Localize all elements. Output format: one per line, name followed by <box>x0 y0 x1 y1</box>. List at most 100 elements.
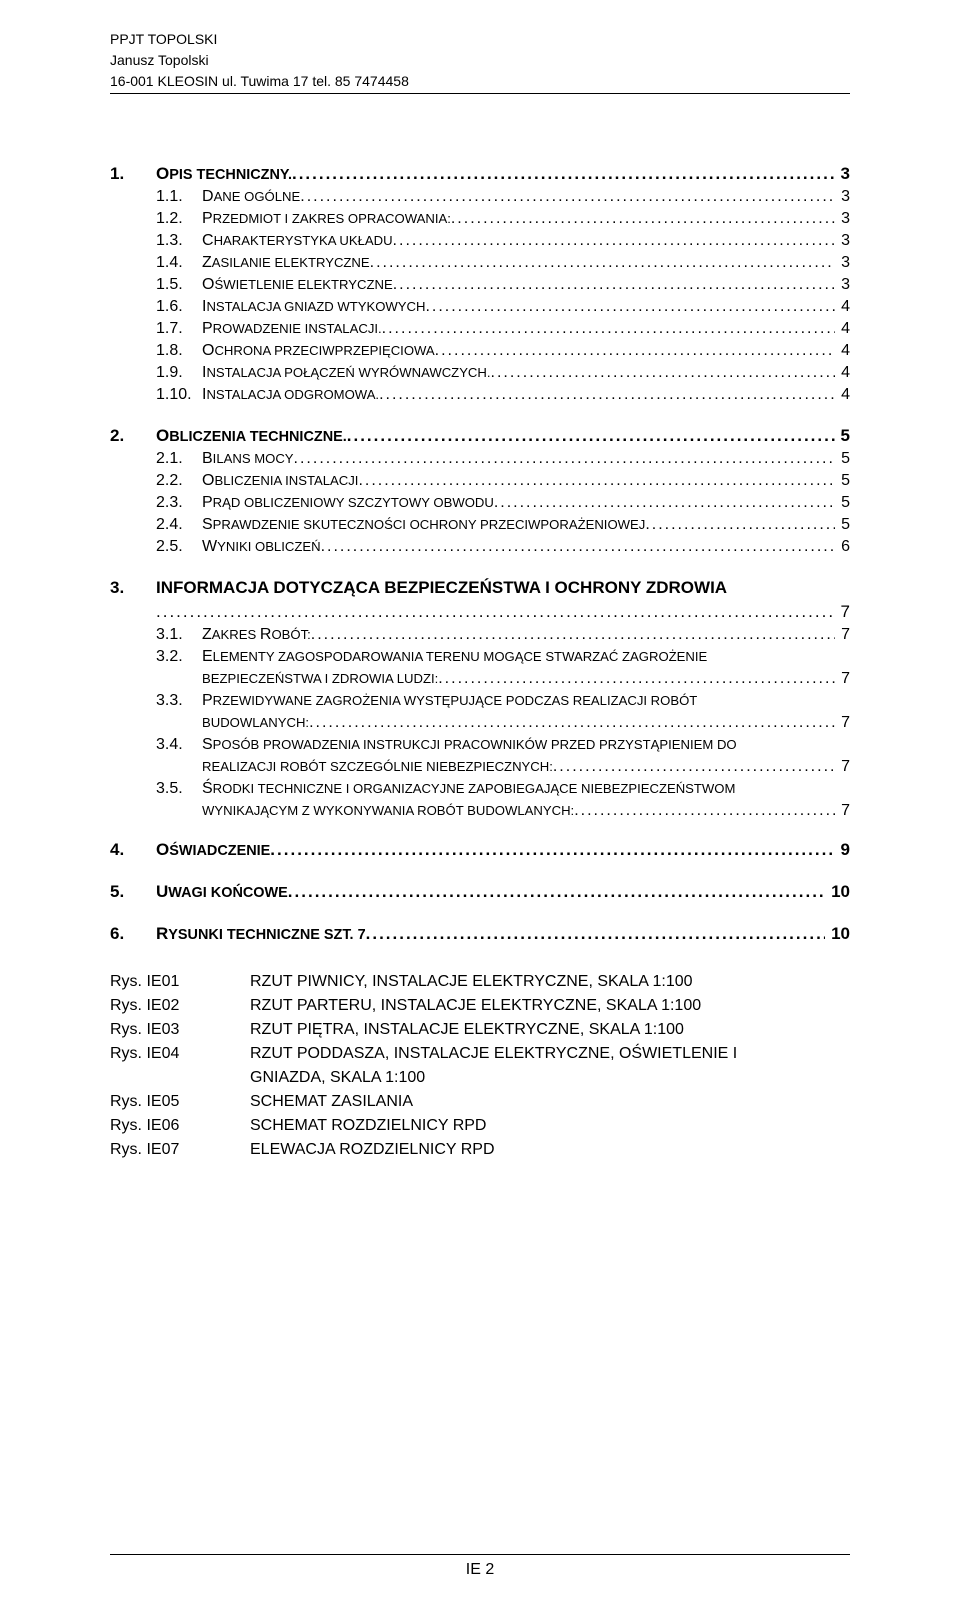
toc-entry-2-5: 2.5. WYNIKI OBLICZEŃ 6 <box>110 538 850 556</box>
toc-entry-1-2: 1.2. PRZEDMIOT I ZAKRES OPRACOWANIA: 3 <box>110 210 850 228</box>
toc-entry-3-3-line2: BUDOWLANYCH: 7 <box>110 714 850 732</box>
toc-label-cont: BUDOWLANYCH: <box>202 715 309 730</box>
toc-dots <box>156 602 835 622</box>
toc-label-cont: WYNIKAJĄCYM Z WYKONYWANIA ROBÓT BUDOWLAN… <box>202 803 574 818</box>
toc-entry-3-2-line2: BEZPIECZEŃSTWA I ZDROWIA LUDZI: 7 <box>110 670 850 688</box>
toc-entry-3-2-line1: 3.2. ELEMENTY ZAGOSPODAROWANIA TERENU MO… <box>110 648 850 666</box>
drawing-row-ie06: Rys. IE06 SCHEMAT ROZDZIELNICY RPD <box>110 1114 850 1138</box>
drawing-prefix: Rys. IE01 <box>110 970 250 994</box>
toc-dots <box>553 758 835 776</box>
toc-page: 10 <box>825 882 850 902</box>
toc-entry-1-5: 1.5. OŚWIETLENIE ELEKTRYCZNE 3 <box>110 276 850 294</box>
toc-entry-2-4: 2.4. SPRAWDZENIE SKUTECZNOŚCI OCHRONY PR… <box>110 516 850 534</box>
toc-dots <box>321 538 836 556</box>
drawing-text: SCHEMAT ZASILANIA <box>250 1090 850 1114</box>
toc-label: OŚWIETLENIE ELEKTRYCZNE <box>202 276 393 294</box>
toc-num: 3.1. <box>156 626 202 644</box>
drawing-text: ELEWACJA ROZDZIELNICY RPD <box>250 1138 850 1162</box>
toc-page: 3 <box>835 276 850 294</box>
toc-dots <box>300 188 835 206</box>
toc-num: 2.5. <box>156 538 202 556</box>
toc-label: UWAGI KOŃCOWE <box>156 882 288 902</box>
toc-label: PRZEWIDYWANE ZAGROŻENIA WYSTĘPUJĄCE PODC… <box>202 692 697 710</box>
toc-label: ZAKRES ROBÓT: <box>202 626 311 644</box>
toc-dots <box>370 254 835 272</box>
toc-entry-3-4-line1: 3.4. SPOSÓB PROWADZENIA INSTRUKCJI PRACO… <box>110 736 850 754</box>
drawing-row-ie04: Rys. IE04 RZUT PODDASZA, INSTALACJE ELEK… <box>110 1042 850 1066</box>
toc-num: 2.2. <box>156 472 202 490</box>
drawing-row-ie04-cont: GNIAZDA, SKALA 1:100 <box>250 1066 850 1090</box>
letterhead-line-1: PPJT TOPOLSKI <box>110 30 850 49</box>
toc-dots <box>425 298 835 316</box>
toc-page: 3 <box>835 164 850 184</box>
toc-entry-2-1: 2.1. BILANS MOCY 5 <box>110 450 850 468</box>
toc-label: OŚWIADCZENIE <box>156 840 270 860</box>
toc-num: 2.1. <box>156 450 202 468</box>
drawing-row-ie07: Rys. IE07 ELEWACJA ROZDZIELNICY RPD <box>110 1138 850 1162</box>
toc-entry-1-1: 1.1. DANE OGÓLNE 3 <box>110 188 850 206</box>
toc-label: SPRAWDZENIE SKUTECZNOŚCI OCHRONY PRZECIW… <box>202 516 645 534</box>
toc-entry-1-3: 1.3. CHARAKTERYSTYKA UKŁADU 3 <box>110 232 850 250</box>
letterhead-line-3: 16-001 KLEOSIN ul. Tuwima 17 tel. 85 747… <box>110 72 850 91</box>
toc-label-cont: BEZPIECZEŃSTWA I ZDROWIA LUDZI: <box>202 671 438 686</box>
toc-entry-3-5-line2: WYNIKAJĄCYM Z WYKONYWANIA ROBÓT BUDOWLAN… <box>110 802 850 820</box>
toc-entry-2: 2. OBLICZENIA TECHNICZNE. 5 <box>110 426 850 446</box>
toc-entry-3-4-line2: REALIZACJI ROBÓT SZCZEGÓLNIE NIEBEZPIECZ… <box>110 758 850 776</box>
drawing-prefix: Rys. IE03 <box>110 1018 250 1042</box>
toc-num: 1.7. <box>156 320 202 338</box>
toc-dots <box>379 386 835 404</box>
toc-page: 4 <box>835 386 850 404</box>
toc-label: PRZEDMIOT I ZAKRES OPRACOWANIA: <box>202 210 451 228</box>
toc-label: OPIS TECHNICZNY. <box>156 164 292 184</box>
toc-page: 10 <box>825 924 850 944</box>
toc-entry-4: 4. OŚWIADCZENIE 9 <box>110 840 850 860</box>
toc-dots <box>311 626 835 644</box>
toc-num: 3.3. <box>156 692 202 710</box>
toc-entry-1: 1. OPIS TECHNICZNY. 3 <box>110 164 850 184</box>
toc-num: 2.4. <box>156 516 202 534</box>
toc-entry-1-8: 1.8. OCHRONA PRZECIWPRZEPIĘCIOWA 4 <box>110 342 850 360</box>
toc-page: 7 <box>835 670 850 688</box>
drawing-prefix: Rys. IE02 <box>110 994 250 1018</box>
toc-entry-1-10: 1.10. INSTALACJA ODGROMOWA. 4 <box>110 386 850 404</box>
toc-label: INSTALACJA GNIAZD WTYKOWYCH <box>202 298 425 316</box>
toc-label: INSTALACJA POŁĄCZEŃ WYRÓWNAWCZYCH. <box>202 364 491 382</box>
toc-entry-5: 5. UWAGI KOŃCOWE 10 <box>110 882 850 902</box>
toc-entry-1-7: 1.7. PROWADZENIE INSTALACJI. 4 <box>110 320 850 338</box>
toc-page: 9 <box>835 840 850 860</box>
page-footer: IE 2 <box>0 1554 960 1579</box>
toc-num: 2.3. <box>156 494 202 512</box>
toc-dots <box>358 472 835 490</box>
toc-entry-1-4: 1.4. ZASILANIE ELEKTRYCZNE 3 <box>110 254 850 272</box>
toc-page: 3 <box>835 188 850 206</box>
table-of-contents: 1. OPIS TECHNICZNY. 3 1.1. DANE OGÓLNE 3… <box>110 164 850 944</box>
toc-label: ZASILANIE ELEKTRYCZNE <box>202 254 370 272</box>
toc-page: 5 <box>835 494 850 512</box>
toc-page: 4 <box>835 364 850 382</box>
toc-label: CHARAKTERYSTYKA UKŁADU <box>202 232 393 250</box>
toc-dots <box>494 494 835 512</box>
footer-rule <box>110 1554 850 1555</box>
toc-num: 4. <box>110 840 156 860</box>
toc-dots <box>435 342 835 360</box>
toc-num: 1.2. <box>156 210 202 228</box>
toc-page: 5 <box>835 426 850 446</box>
drawing-row-ie05: Rys. IE05 SCHEMAT ZASILANIA <box>110 1090 850 1114</box>
drawing-row-ie03: Rys. IE03 RZUT PIĘTRA, INSTALACJE ELEKTR… <box>110 1018 850 1042</box>
toc-page: 6 <box>835 538 850 556</box>
toc-label: WYNIKI OBLICZEŃ <box>202 538 321 556</box>
toc-dots <box>645 516 835 534</box>
letterhead-line-2: Janusz Topolski <box>110 51 850 70</box>
toc-page: 3 <box>835 232 850 250</box>
toc-label: OBLICZENIA INSTALACJI <box>202 472 358 490</box>
drawing-text: RZUT PIĘTRA, INSTALACJE ELEKTRYCZNE, SKA… <box>250 1018 850 1042</box>
toc-dots <box>451 210 835 228</box>
toc-entry-3-line1: 3. INFORMACJA DOTYCZĄCA BEZPIECZEŃSTWA I… <box>110 578 850 598</box>
drawing-text: SCHEMAT ROZDZIELNICY RPD <box>250 1114 850 1138</box>
drawings-list: Rys. IE01 RZUT PIWNICY, INSTALACJE ELEKT… <box>110 970 850 1162</box>
drawing-prefix: Rys. IE04 <box>110 1042 250 1066</box>
drawing-text: RZUT PARTERU, INSTALACJE ELEKTRYCZNE, SK… <box>250 994 850 1018</box>
drawing-prefix: Rys. IE05 <box>110 1090 250 1114</box>
toc-dots <box>393 276 835 294</box>
toc-label: BILANS MOCY <box>202 450 294 468</box>
